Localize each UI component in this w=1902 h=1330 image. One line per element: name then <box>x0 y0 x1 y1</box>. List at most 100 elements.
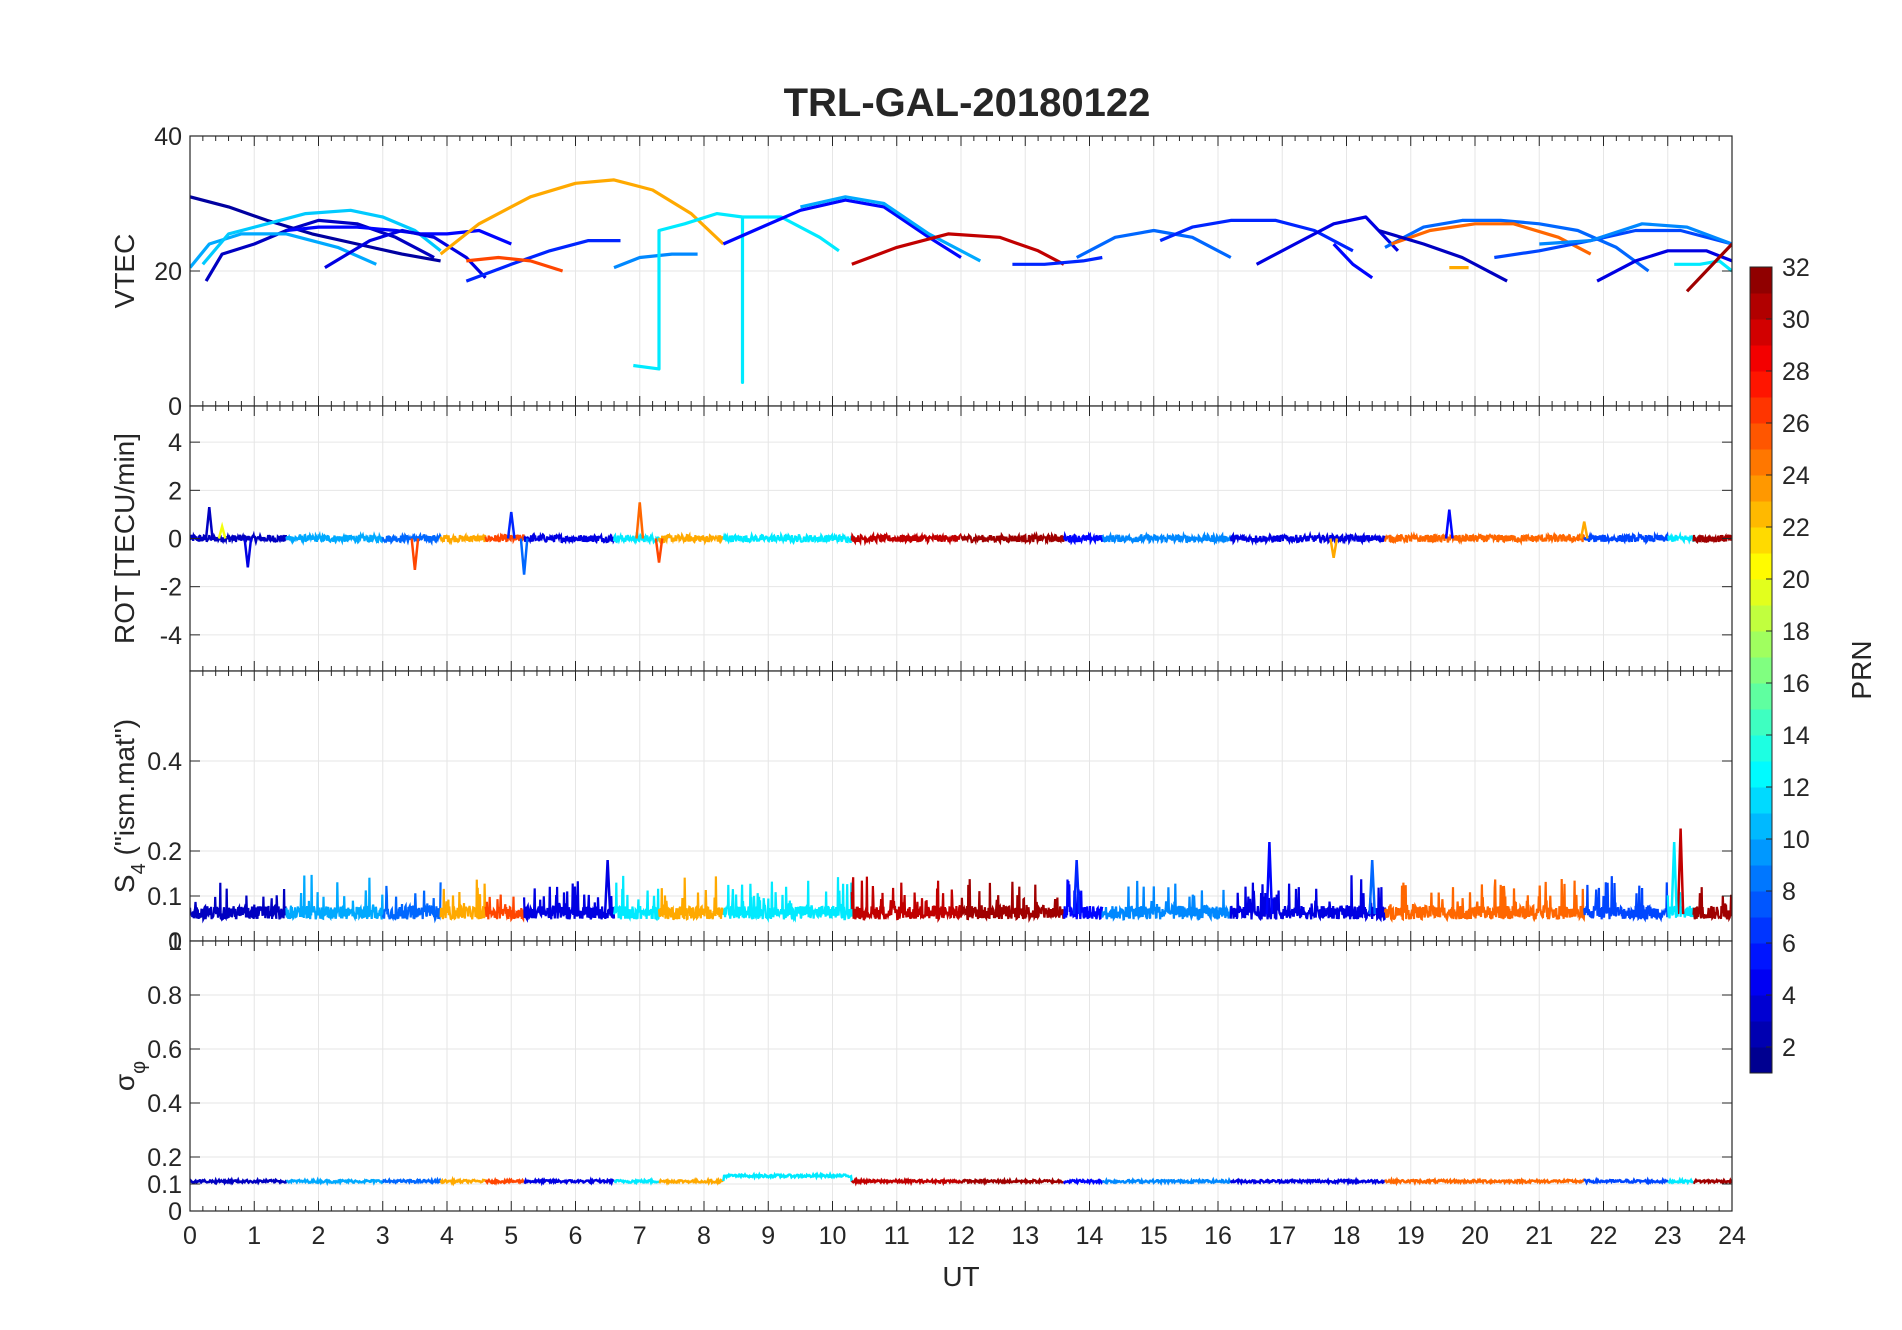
sigphi-series-prn-4 <box>523 1176 615 1187</box>
colorbar-band <box>1750 683 1772 710</box>
x-tick-label: 1 <box>247 1222 261 1250</box>
colorbar-band <box>1750 735 1772 762</box>
rot-series-prn-5 <box>1062 530 1104 546</box>
colorbar-band <box>1750 371 1772 398</box>
sigphi-series-prn-9 <box>1102 1176 1232 1186</box>
rot-series-prn-8 <box>381 531 442 547</box>
x-tick-label: 2 <box>312 1222 326 1250</box>
panel-rot: -4 -2 0 2 4 ROT [TECU/min] <box>109 405 1733 672</box>
rot-series-prn-4 <box>1229 530 1387 546</box>
x-tick-label: 17 <box>1268 1222 1296 1250</box>
x-axis-label: UT <box>942 1261 979 1292</box>
vtec-series-prn-6 <box>1012 255 1103 266</box>
x-tick-label: 15 <box>1140 1222 1168 1250</box>
s4-series-prn-9 <box>1101 880 1232 922</box>
s4-series-prn-23 <box>657 876 725 922</box>
rot-spike <box>217 521 227 539</box>
colorbar-tick-label: 28 <box>1782 358 1810 386</box>
rot-spike <box>654 538 664 563</box>
vtec-series-prn-7 <box>1494 228 1732 260</box>
sigphi-series-prn-7 <box>1583 1176 1669 1186</box>
colorbar-band <box>1750 605 1772 632</box>
colorbar-band <box>1750 1021 1772 1048</box>
y-tick-label: 40 <box>154 123 182 151</box>
x-tick-label: 23 <box>1654 1222 1682 1250</box>
colorbar-tick-label: 20 <box>1782 566 1810 594</box>
vtec-series-prn-12 <box>633 212 840 384</box>
colorbar-label: PRN <box>1846 640 1877 699</box>
s4-spike <box>1670 841 1678 915</box>
vtec-series-prn-23 <box>439 178 725 256</box>
x-tick-label: 22 <box>1590 1222 1618 1250</box>
y-tick-label: 20 <box>154 258 182 286</box>
x-tick-label: 12 <box>947 1222 975 1250</box>
colorbar-tick-label: 10 <box>1782 826 1810 854</box>
x-ticks <box>189 406 1733 671</box>
vtec-series-prn-11 <box>201 208 442 266</box>
rot-series-prn-4 <box>523 531 615 545</box>
colorbar-band <box>1750 761 1772 788</box>
colorbar-band <box>1750 1047 1772 1074</box>
colorbar-tick-label: 18 <box>1782 618 1810 646</box>
colorbar-band <box>1750 891 1772 918</box>
y-tick-label: -2 <box>160 574 182 602</box>
series-group <box>190 502 1732 575</box>
colorbar-band <box>1750 579 1772 606</box>
s4-series-prn-12 <box>722 877 853 923</box>
rot-spike <box>410 538 420 570</box>
y-tick-label: 0.1 <box>147 1171 182 1199</box>
colorbar-band <box>1750 917 1772 944</box>
colorbar-band <box>1750 995 1772 1022</box>
colorbar-box <box>1749 266 1773 1074</box>
s4-series-prn-31 <box>959 879 1065 923</box>
x-tick-label: 8 <box>697 1222 711 1250</box>
colorbar-tick-label: 24 <box>1782 462 1810 490</box>
rot-spike <box>243 538 253 568</box>
y-tick-label: 0 <box>168 393 182 421</box>
s4-series-prn-23 <box>439 879 487 921</box>
x-ticks <box>189 136 1733 406</box>
sigphi-series-prn-12 <box>722 1171 854 1182</box>
panel-s4: 0 0.1 0.2 0.4S4 ("ism.mat") <box>109 670 1733 956</box>
sigphi-series-prn-10 <box>285 1176 384 1187</box>
rot-series-prn-10 <box>285 530 384 546</box>
x-tick-label: 10 <box>819 1222 847 1250</box>
y-tick-label: 0 <box>168 1198 182 1226</box>
y-tick-label: 0.2 <box>147 838 182 866</box>
colorbar-band <box>1750 527 1772 554</box>
s4-series-prn-31 <box>1692 887 1732 923</box>
x-tick-label: 16 <box>1204 1222 1232 1250</box>
colorbar-band <box>1750 631 1772 658</box>
rot-spike <box>1444 509 1454 539</box>
colorbar-tick-label: 30 <box>1782 306 1810 334</box>
colorbar-band <box>1750 787 1772 814</box>
s4-series-prn-12 <box>612 875 660 922</box>
y-tick-label: 0 <box>168 526 182 554</box>
rot-series-prn-25 <box>1383 531 1586 546</box>
s4-spike <box>1368 859 1377 915</box>
rot-series-prn-7 <box>1583 531 1669 546</box>
y-tick-label: 0.8 <box>147 982 182 1010</box>
x-tick-label: 19 <box>1397 1222 1425 1250</box>
colorbar-band <box>1750 293 1772 320</box>
rot-series-prn-9 <box>1101 530 1232 546</box>
s4-series-prn-4 <box>523 881 616 923</box>
y-tick-label: 0.6 <box>147 1036 182 1064</box>
colorbar-tick-label: 32 <box>1782 254 1810 282</box>
series-group <box>190 178 1732 384</box>
colorbar-band <box>1750 345 1772 372</box>
x-tick-label: 7 <box>633 1222 647 1250</box>
sigphi-series-prn-12 <box>613 1176 659 1186</box>
sigphi-series-prn-23 <box>658 1176 724 1186</box>
series-group <box>190 1171 1732 1187</box>
vtec-series-prn-6 <box>1159 218 1354 253</box>
colorbar-band <box>1750 943 1772 970</box>
vtec-series-prn-25 <box>1390 222 1592 256</box>
colorbar-band <box>1750 865 1772 892</box>
s4-series-prn-4 <box>1229 875 1387 923</box>
y-tick-label: 0.1 <box>147 883 182 911</box>
y-tick-label: 0.4 <box>147 748 182 776</box>
colorbar-band <box>1750 709 1772 736</box>
